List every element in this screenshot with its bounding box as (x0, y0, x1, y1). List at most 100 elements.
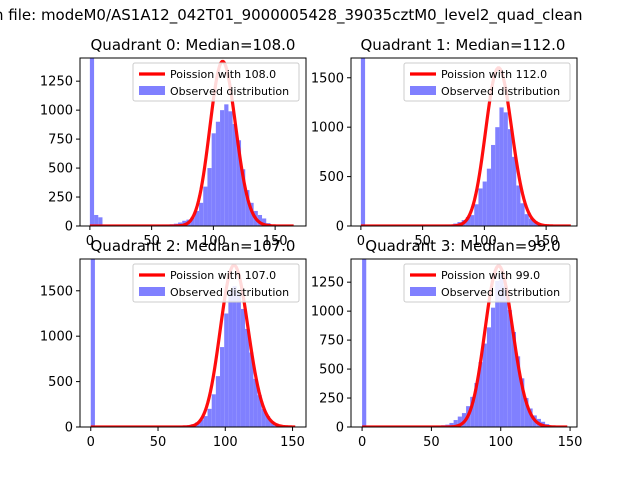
histogram-bar (257, 395, 262, 427)
histogram-bar (232, 286, 237, 427)
y-tick-label: 1500 (311, 71, 344, 86)
histogram-bar (507, 309, 512, 427)
histogram-bar (516, 185, 521, 226)
histogram-bar (511, 331, 516, 427)
x-tick-label: 0 (86, 234, 94, 249)
histogram-bar (453, 420, 458, 427)
histogram-bar (211, 133, 216, 226)
quadrant-0-panel: 0 50 100 150 0 250 500 750 1000 1250 Quadrant 0: M… (40, 36, 307, 249)
histogram-bar (507, 129, 513, 226)
y-tick-label: 0 (65, 220, 73, 235)
histogram-bar (457, 416, 462, 427)
histogram-bar (495, 127, 500, 226)
y-tick-label: 1000 (311, 121, 344, 136)
histogram-bar (362, 259, 367, 427)
histogram-bar (232, 124, 237, 226)
legend-hist-swatch (410, 287, 436, 296)
legend-hist-label: Observed distribution (441, 85, 560, 98)
plot-area (90, 259, 296, 427)
histogram-bar (533, 222, 538, 226)
legend-hist-label: Observed distribution (170, 286, 289, 299)
x-tick-label: 50 (414, 234, 431, 249)
histogram-bar (228, 290, 233, 427)
histogram-bar (528, 218, 534, 226)
histogram-bar (520, 378, 525, 427)
histogram-bar (207, 408, 212, 427)
histogram-bar (486, 327, 492, 427)
legend-box (132, 263, 300, 303)
legend: Poission with 108.0 Observed distribution (132, 62, 300, 102)
histogram-bar (449, 422, 454, 427)
x-tick-label: 50 (143, 234, 160, 249)
histogram-bar (90, 259, 95, 427)
histogram-bar (495, 281, 500, 427)
histogram-bar (257, 214, 263, 226)
x-tick-label: 100 (472, 234, 497, 249)
poisson-fit-line (360, 66, 572, 226)
x-tick-label: 150 (534, 234, 559, 249)
histogram-bar (491, 144, 496, 226)
y-tick-label: 1250 (40, 75, 73, 90)
x-tick-label: 0 (358, 435, 366, 450)
legend-hist-swatch (139, 287, 165, 296)
histogram-bar (470, 215, 475, 226)
histogram-bar (228, 111, 233, 226)
axes-frame (79, 258, 307, 428)
histogram-bar (203, 416, 208, 427)
histogram-bar (190, 217, 195, 226)
x-tick-label: 50 (150, 435, 167, 450)
histogram-bar (474, 382, 479, 427)
histogram-bar (262, 218, 267, 226)
histogram-bar (491, 307, 496, 427)
y-tick-label: 750 (319, 334, 344, 349)
legend-box (403, 263, 571, 303)
histogram-bar (499, 107, 504, 226)
histogram-bar (270, 421, 275, 427)
histogram-bar (520, 203, 525, 226)
histogram-bar (245, 190, 250, 226)
histogram-bar (261, 408, 266, 427)
y-tick-label: 1000 (40, 104, 73, 119)
histogram-bar (203, 186, 208, 226)
y-tick-label: 1000 (311, 305, 344, 320)
legend-fit-label: Poission with 107.0 (170, 269, 276, 282)
axes-frame (350, 258, 578, 428)
histogram-bar (94, 214, 99, 226)
histogram-bar (249, 352, 254, 427)
y-tick-label: 500 (319, 363, 344, 378)
x-tick-label: 0 (357, 234, 365, 249)
legend-box (403, 62, 571, 102)
histogram-bar (512, 156, 517, 226)
y-tick-label: 0 (65, 421, 73, 436)
y-tick-label: 0 (336, 421, 344, 436)
histogram-bar (499, 274, 504, 427)
legend-hist-swatch (139, 86, 165, 95)
legend-box (132, 62, 300, 102)
poisson-fit-line (89, 59, 295, 226)
x-tick-label: 0 (87, 435, 95, 450)
x-tick-label: 150 (280, 435, 305, 450)
histogram-bar (89, 58, 95, 226)
legend-hist-label: Observed distribution (441, 286, 560, 299)
histogram-bar (236, 140, 242, 226)
legend-hist-label: Observed distribution (170, 85, 289, 98)
y-tick-label: 1250 (311, 276, 344, 291)
histogram-bar (265, 416, 271, 427)
y-tick-label: 750 (48, 133, 73, 148)
histogram-bar (465, 217, 471, 226)
y-tick-label: 250 (48, 191, 73, 206)
histogram-bar (236, 292, 241, 427)
y-tick-label: 1000 (40, 330, 73, 345)
histogram-bar (199, 202, 204, 226)
histogram-bar (482, 181, 487, 226)
histogram-bar (528, 408, 533, 427)
histogram-bar (215, 121, 221, 226)
legend-hist-swatch (410, 86, 436, 95)
histogram-bar (240, 308, 246, 427)
histogram-bar (482, 343, 487, 427)
